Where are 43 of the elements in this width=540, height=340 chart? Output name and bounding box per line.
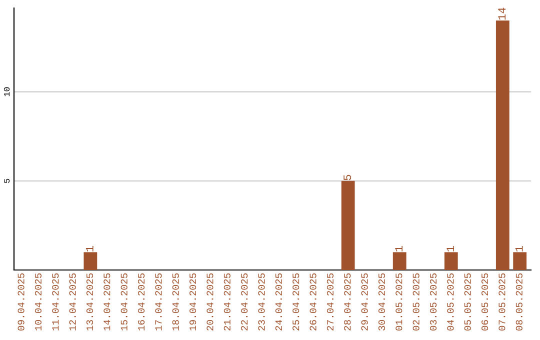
x-tick-label: 05.05.2025 [464, 273, 471, 331]
x-tick-label: 25.04.2025 [292, 273, 300, 330]
data-label: 5 [344, 174, 352, 180]
bar [341, 180, 355, 270]
x-tick-label: 08.05.2025 [516, 273, 522, 331]
bar [513, 252, 527, 270]
x-tick-label: 26.04.2025 [310, 273, 316, 330]
bar [496, 20, 510, 270]
data-label: 1 [515, 246, 523, 252]
x-tick-label: 19.04.2025 [190, 273, 196, 330]
x-tick-label: 04.05.2025 [447, 273, 454, 331]
x-tick-label: 02.05.2025 [412, 273, 420, 331]
data-label: 1 [446, 246, 454, 252]
data-label: 1 [395, 246, 402, 252]
x-tick-label: 21.04.2025 [224, 273, 230, 330]
x-tick-label: 14.04.2025 [104, 273, 110, 330]
x-tick-label: 30.04.2025 [378, 273, 386, 331]
x-tick-label: 29.04.2025 [361, 273, 368, 330]
x-tick-label: 27.04.2025 [326, 273, 334, 330]
bar [444, 252, 458, 270]
x-tick-label: 10.04.2025 [34, 273, 42, 330]
bar [84, 252, 98, 270]
x-tick-label: 17.04.2025 [155, 273, 162, 330]
x-tick-label: 28.04.2025 [344, 273, 351, 330]
data-label: 14 [498, 8, 506, 20]
x-tick-label: 03.05.2025 [430, 273, 437, 331]
x-tick-label: 12.04.2025 [69, 273, 76, 330]
x-tick-label: 09.04.2025 [18, 273, 24, 331]
x-tick-label: 01.05.2025 [396, 273, 402, 331]
data-label: 1 [86, 246, 94, 252]
x-tick-label: 22.04.2025 [241, 273, 248, 330]
x-tick-label: 15.04.2025 [120, 273, 128, 330]
y-tick-label: 10 [4, 87, 10, 96]
bar [392, 252, 406, 270]
x-tick-label: 11.04.2025 [52, 273, 59, 330]
x-tick-label: 06.05.2025 [481, 273, 488, 331]
x-tick-label: 07.05.2025 [498, 273, 506, 331]
x-tick-label: 13.04.2025 [86, 273, 94, 330]
x-tick-label: 18.04.2025 [172, 273, 179, 330]
x-tick-label: 23.04.2025 [258, 273, 265, 330]
x-tick-label: 16.04.2025 [138, 273, 145, 330]
x-tick-label: 20.04.2025 [206, 273, 214, 330]
x-tick-label: 24.04.2025 [275, 273, 282, 330]
